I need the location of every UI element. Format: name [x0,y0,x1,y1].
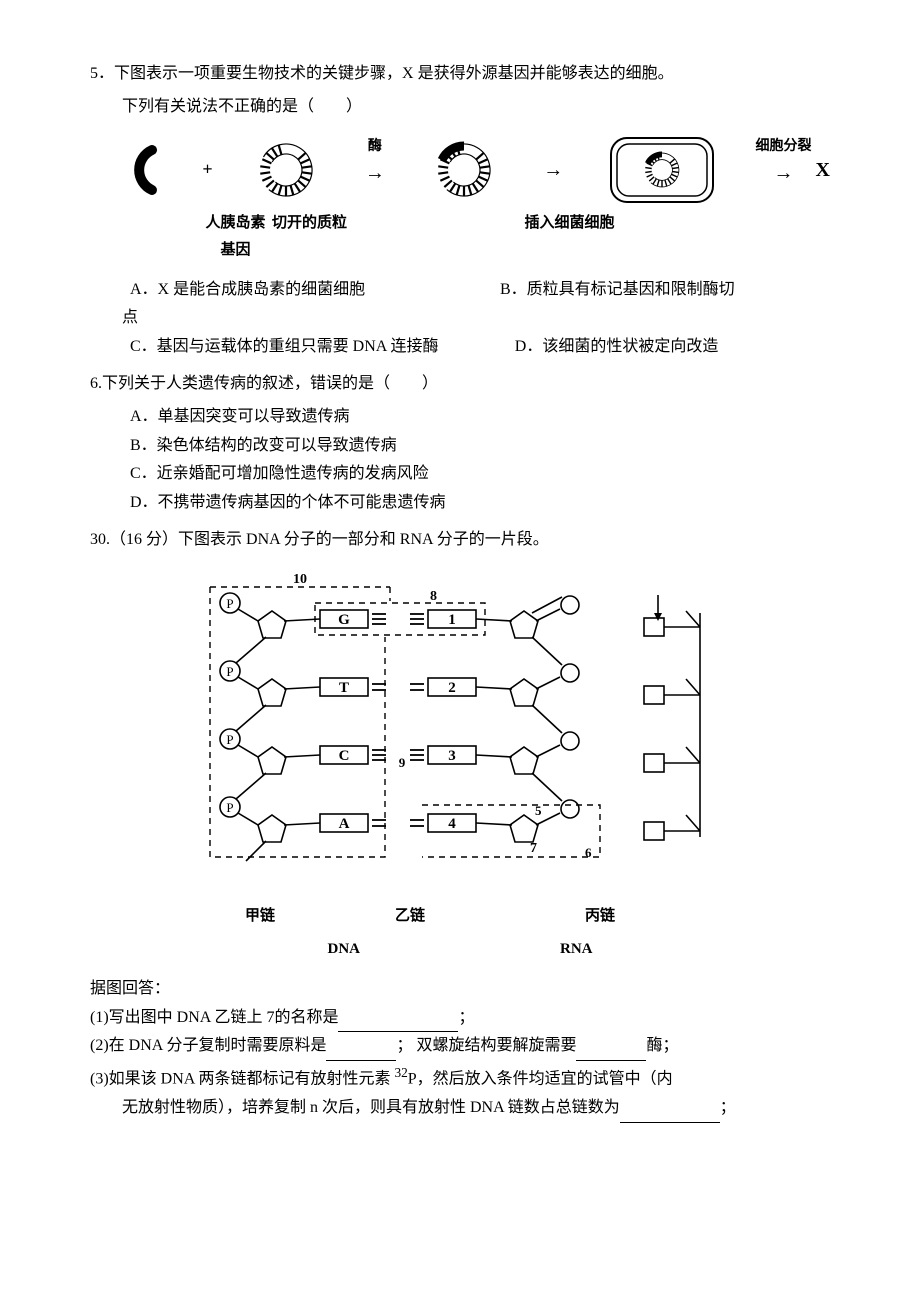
q30-sub3: (3)如果该 DNA 两条链都标记有放射性元素 32P，然后放入条件均适宜的试管… [90,1061,830,1094]
q6-stem: 6.下列关于人类遗传病的叙述，错误的是（ ） [90,370,830,399]
label-5: 5 [535,803,542,818]
q5-flow-row: + 酶 → → [90,134,830,206]
sub3-text-a: 如果该 DNA 两条链都标记有放射性元素 [109,1070,395,1087]
sub1-text-a: 写出图中 DNA 乙链上 7的名称是 [109,1009,339,1026]
svg-text:C: C [339,748,350,764]
sub3-iso-pre: 32 [394,1065,407,1080]
svg-text:G: G [338,612,350,628]
sub1-num: (1) [90,1009,109,1026]
q5-stem-line2: 下列有关说法不正确的是（ ） [90,93,830,122]
jia-label: 甲链 [245,903,275,930]
question-30: 30.（16 分）下图表示 DNA 分子的一部分和 RNA 分子的一片段。 P … [90,526,830,1123]
sub3-text-c: ； [720,1099,736,1116]
blank-input[interactable] [338,1013,458,1032]
q6-opt-c: C．近亲婚配可增加隐性遗传病的发病风险 [90,460,830,489]
q5-flow-labels: 人胰岛素基因 切开的质粒 插入细菌细胞 [90,210,830,264]
dna-label: DNA [328,936,361,963]
blank-input[interactable] [326,1042,396,1061]
enzyme-label: 酶 [368,134,382,159]
sub2-text-c: 酶； [646,1037,678,1054]
q30-followup: 据图回答： [90,975,830,1004]
q6-opt-d: D．不携带遗传病基因的个体不可能患遗传病 [90,489,830,518]
plus-symbol: + [202,153,212,185]
q5-stem-line1: 下图表示一项重要生物技术的关键步骤，X 是获得外源基因并能够表达的细胞。 [114,65,674,82]
q30-diagram: P 10 8 GTCA 1234 9 7 5 [90,567,830,963]
q30-points: （16 分） [110,531,178,548]
sub3-text-b: 无放射性物质），培养复制 n 次后，则具有放射性 DNA 链数占总链数为 [122,1099,620,1116]
recombinant-plasmid-icon [429,140,499,200]
sub3-iso: P，然后放入条件均适宜的试管中（内 [408,1070,673,1087]
q30-sub1: (1)写出图中 DNA 乙链上 7的名称是 ； [90,1004,830,1033]
x-label: X [816,152,830,188]
q30-number: 30. [90,531,110,548]
q6-stem-text: 下列关于人类遗传病的叙述，错误的是（ ） [102,375,438,392]
q30-sub2: (2)在 DNA 分子复制时需要原料是 ； 双螺旋结构要解旋需要 酶； [90,1032,830,1061]
bing-label: 丙链 [585,903,615,930]
label-bacteria: 插入细菌细胞 [515,210,625,264]
question-5: 5．下图表示一项重要生物技术的关键步骤，X 是获得外源基因并能够表达的细胞。 下… [90,60,830,362]
label-8: 8 [430,589,437,604]
q5-opt-a: A．X 是能合成胰岛素的细菌细胞 [90,276,460,305]
bacteria-cell-icon [607,134,717,206]
arrow-icon: → [365,155,385,191]
svg-text:4: 4 [448,816,456,832]
q5-stem: 5．下图表示一项重要生物技术的关键步骤，X 是获得外源基因并能够表达的细胞。 [90,60,830,89]
svg-text:A: A [339,816,350,832]
sub2-text-b: ； 双螺旋结构要解旋需要 [396,1037,576,1054]
question-6: 6.下列关于人类遗传病的叙述，错误的是（ ） A．单基因突变可以导致遗传病 B．… [90,370,830,518]
rna-label: RNA [560,936,593,963]
sub2-text-a: 在 DNA 分子复制时需要原料是 [109,1037,327,1054]
q5-opt-d: D．该细菌的性状被定向改造 [475,333,719,362]
sub1-text-b: ； [458,1009,474,1026]
q30-stem: 30.（16 分）下图表示 DNA 分子的一部分和 RNA 分子的一片段。 [90,526,830,555]
label-plasmid: 切开的质粒 [260,210,360,264]
sub2-num: (2) [90,1037,109,1054]
label-gene: 人胰岛素基因 [206,210,266,264]
mol-labels-row: DNA RNA [90,936,830,963]
arrow-icon: → [774,155,794,191]
dna-rna-diagram-icon: P 10 8 GTCA 1234 9 7 5 [180,567,740,897]
q5-options: A．X 是能合成胰岛素的细菌细胞 B．质粒具有标记基因和限制酶切 点 C．基因与… [90,276,830,362]
label-9: 9 [399,755,406,770]
blank-input[interactable] [620,1104,720,1123]
svg-text:T: T [339,680,349,696]
sub3-num: (3) [90,1070,109,1087]
label-7: 7 [530,841,537,856]
svg-text:2: 2 [448,680,456,696]
q5-diagram: + 酶 → → [90,134,830,264]
q6-opt-a: A．单基因突变可以导致遗传病 [90,403,830,432]
yi-label: 乙链 [395,903,425,930]
q6-number: 6. [90,375,102,392]
cell-division-label: 细胞分裂 [756,134,812,159]
svg-text:3: 3 [448,748,456,764]
q5-opt-c: C．基因与运载体的重组只需要 DNA 连接酶 [90,333,475,362]
chain-labels-row: 甲链 乙链 丙链 [90,903,830,930]
q30-sub3-line2: 无放射性物质），培养复制 n 次后，则具有放射性 DNA 链数占总链数为 ； [90,1094,830,1123]
label-10: 10 [293,572,307,587]
q30-stem-text: 下图表示 DNA 分子的一部分和 RNA 分子的一片段。 [178,531,549,548]
q5-opt-b: B．质粒具有标记基因和限制酶切 [460,276,830,305]
q6-opt-b: B．染色体结构的改变可以导致遗传病 [90,432,830,461]
label-6: 6 [585,845,592,860]
cut-plasmid-icon [251,140,321,200]
insulin-gene-icon [124,140,164,200]
q5-opt-b-cont: 点 [90,304,830,333]
blank-input[interactable] [576,1042,646,1061]
q5-number: 5． [90,65,114,82]
arrow-icon: → [543,152,563,188]
svg-text:1: 1 [448,612,456,628]
